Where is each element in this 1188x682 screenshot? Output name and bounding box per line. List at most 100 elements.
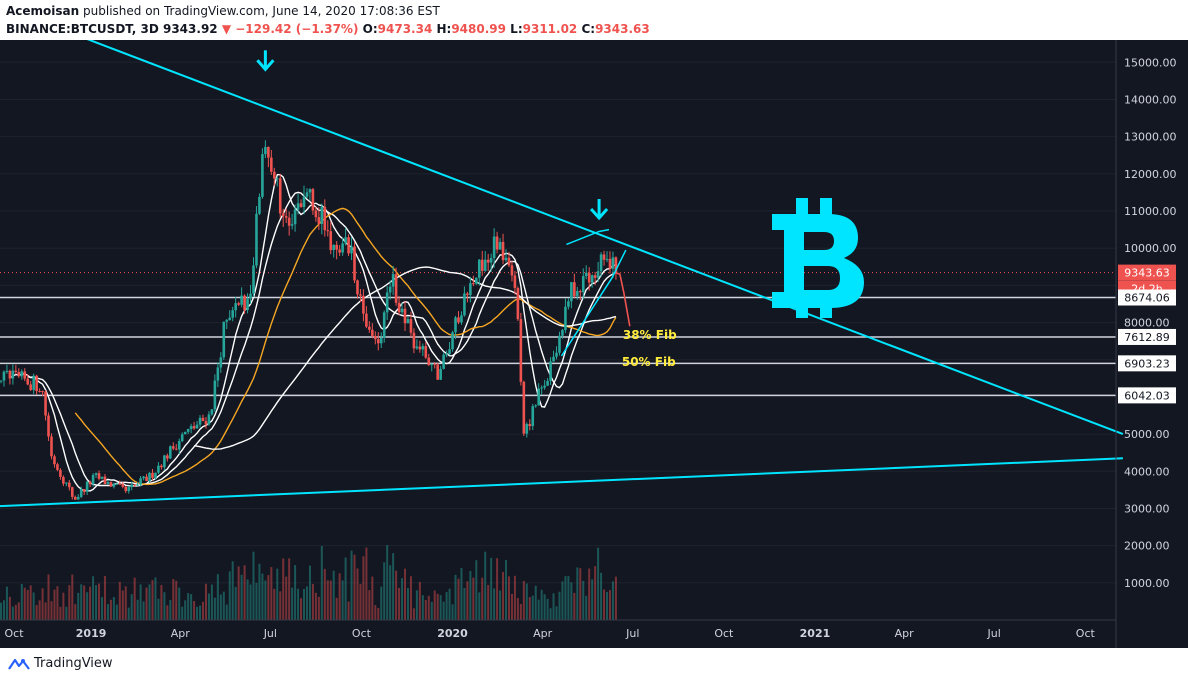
candle-body <box>436 364 439 380</box>
candle-body <box>308 189 312 193</box>
candle-body <box>264 146 267 155</box>
candle-body <box>246 298 249 311</box>
volume-bar <box>430 601 433 620</box>
volume-bar <box>383 562 386 620</box>
tradingview-brand[interactable]: TradingView <box>8 656 113 671</box>
candle-body <box>359 294 362 296</box>
price-chart[interactable]: 38% Fib 50% Fib 1000.00 2000.00 3000.00 4000… <box>0 40 1188 648</box>
candle <box>88 480 92 488</box>
volume-bar <box>567 576 570 620</box>
candle <box>11 364 15 385</box>
volume-bar <box>308 565 311 620</box>
candle-body <box>567 301 570 307</box>
candle <box>436 362 439 380</box>
candle <box>5 364 9 374</box>
candle <box>323 199 327 237</box>
x-tick-label: Oct <box>352 627 372 640</box>
candle <box>97 470 101 481</box>
candle-body <box>570 282 573 302</box>
volume-bar <box>100 597 103 620</box>
volume-bar <box>499 590 502 620</box>
candle-body <box>326 230 330 232</box>
down-arrow-icon <box>589 199 609 221</box>
candle <box>534 404 538 408</box>
volume-bar <box>496 558 499 620</box>
volume-bar <box>80 584 83 620</box>
volume-bar <box>187 593 190 620</box>
candle-body <box>267 146 270 158</box>
candle <box>267 146 270 168</box>
candle-body <box>374 335 377 340</box>
volume-bar <box>237 566 240 620</box>
candle-body <box>121 484 125 487</box>
candle <box>240 287 243 308</box>
volume-bar <box>252 551 255 620</box>
candle-body <box>299 203 303 207</box>
candle-body <box>320 206 324 224</box>
trendlines[interactable] <box>0 40 1124 508</box>
y-tick-label: 12000.00 <box>1124 168 1177 181</box>
author-name[interactable]: Acemoisan <box>6 4 80 18</box>
candle <box>341 238 344 256</box>
volume-bar <box>326 580 329 620</box>
candle-body <box>32 375 35 390</box>
candle <box>115 482 119 485</box>
candle <box>118 480 122 485</box>
candle <box>23 368 27 382</box>
candle-body <box>460 315 463 323</box>
volume-bar <box>83 585 86 620</box>
volume-bar <box>478 592 481 620</box>
candle <box>445 350 448 358</box>
volume-bar <box>350 550 353 620</box>
candle <box>70 486 74 500</box>
candle <box>347 234 350 257</box>
candle <box>418 340 422 353</box>
candle <box>448 342 451 356</box>
candle <box>47 412 50 441</box>
candle-body <box>204 421 208 425</box>
price-label-text: 8674.06 <box>1124 292 1170 305</box>
candle <box>590 274 594 288</box>
volume-bar <box>231 561 234 620</box>
last-price: 9343.92 <box>162 22 218 36</box>
candle <box>281 208 285 228</box>
candle-body <box>261 154 264 197</box>
volume-bar <box>65 606 68 620</box>
candle <box>2 370 6 387</box>
candle-body <box>400 308 404 313</box>
volume-bar <box>264 580 267 620</box>
candle <box>311 187 315 215</box>
candle-body <box>344 237 347 244</box>
candle <box>427 353 431 366</box>
volume-bar <box>270 567 273 620</box>
volume-bar <box>582 580 585 620</box>
candle-body <box>492 236 496 259</box>
volume-bar <box>424 599 427 620</box>
candle <box>94 472 98 478</box>
candle <box>374 331 377 345</box>
candle-body <box>53 456 56 465</box>
volume-bar <box>300 598 303 620</box>
volume-bar <box>240 574 243 620</box>
volume-bar <box>490 557 493 620</box>
volume-bar <box>374 605 377 620</box>
volume-bar <box>344 557 347 620</box>
candle <box>261 148 264 199</box>
volume-bar <box>611 581 614 620</box>
candle-body <box>531 406 535 427</box>
symbol-label[interactable]: BINANCE:BTCUSDT, 3D <box>6 22 159 36</box>
candle <box>611 251 615 278</box>
volume-bar <box>23 587 26 620</box>
candle-body <box>228 317 232 321</box>
volume-bar <box>112 597 115 620</box>
price-label: 8674.06 <box>1118 289 1176 306</box>
publish-line: Acemoisan published on TradingView.com, … <box>6 4 440 18</box>
candle <box>320 203 324 235</box>
candle-body <box>329 231 333 251</box>
candle-body <box>26 378 30 385</box>
candle <box>469 276 472 303</box>
candle-body <box>596 271 600 278</box>
candle-body <box>281 213 285 217</box>
candle <box>596 261 600 283</box>
candle-body <box>127 487 131 492</box>
